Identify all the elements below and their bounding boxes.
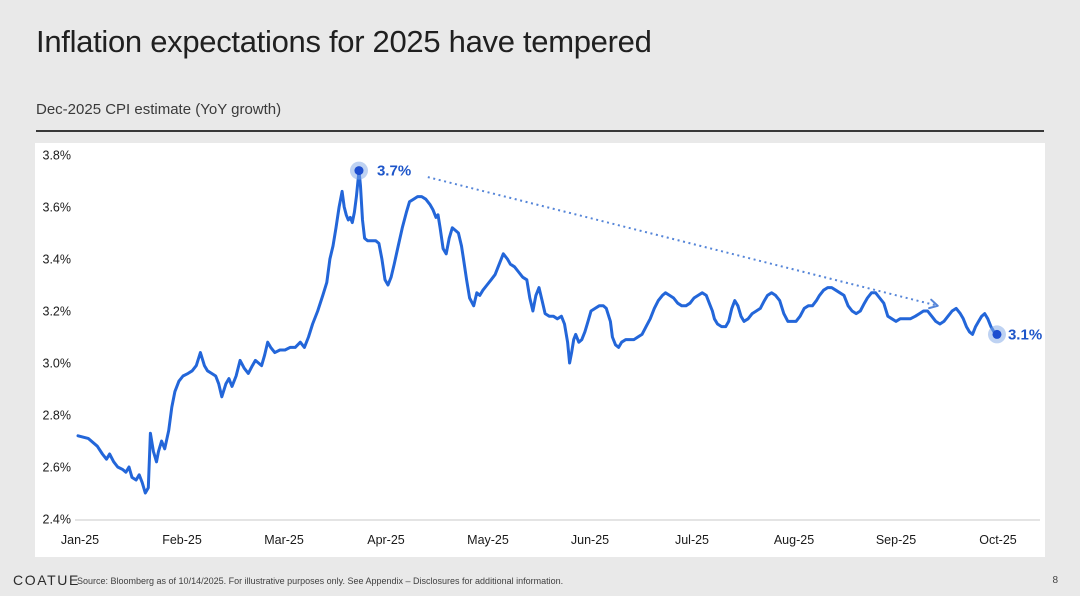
header-divider (36, 130, 1044, 132)
chart-subtitle: Dec-2025 CPI estimate (YoY growth) (36, 101, 282, 118)
x-axis-tick-label: Mar-25 (264, 533, 304, 547)
x-axis-tick-label: Feb-25 (162, 533, 202, 547)
page-number: 8 (1052, 575, 1058, 586)
y-axis-tick-label: 3.8% (43, 149, 72, 163)
y-axis-tick-label: 3.2% (43, 305, 72, 319)
x-axis-tick-label: Aug-25 (774, 533, 814, 547)
chart-card: 3.8% 3.6% 3.4% 3.2% 3.0% 2.8% 2.6% 2.4% Jan-25 Fe… (35, 143, 1045, 557)
y-axis-tick-label: 3.0% (43, 357, 72, 371)
y-axis-tick-label: 2.6% (43, 461, 72, 475)
x-axis-tick-label: Sep-25 (876, 533, 916, 547)
x-axis-tick-label: May-25 (467, 533, 509, 547)
coatue-logo: COATUE (13, 572, 80, 588)
trend-arrow-line (427, 176, 939, 307)
latest-marker-dot (992, 329, 1002, 339)
cpi-series-line (76, 169, 999, 495)
peak-value-label: 3.7% (377, 163, 411, 180)
y-axis-tick-label: 3.6% (43, 201, 72, 215)
y-axis-tick-label: 2.8% (43, 409, 72, 423)
x-axis-tick-label: Jun-25 (571, 533, 609, 547)
x-axis-tick-label: Jan-25 (61, 533, 99, 547)
y-axis-tick-label: 2.4% (43, 513, 72, 527)
x-axis-tick-label: Jul-25 (675, 533, 709, 547)
y-axis-tick-label: 3.4% (43, 253, 72, 267)
trend-arrow-head (928, 298, 939, 310)
x-axis-tick-label: Apr-25 (367, 533, 405, 547)
x-axis-tick-label: Oct-25 (979, 533, 1017, 547)
page-title: Inflation expectations for 2025 have tem… (36, 24, 652, 59)
source-note: Source: Bloomberg as of 10/14/2025. For … (77, 576, 564, 586)
latest-value-label: 3.1% (1008, 326, 1042, 343)
cpi-line-chart: 3.8% 3.6% 3.4% 3.2% 3.0% 2.8% 2.6% 2.4% Jan-25 Fe… (43, 149, 1043, 548)
peak-marker-dot (354, 166, 364, 176)
